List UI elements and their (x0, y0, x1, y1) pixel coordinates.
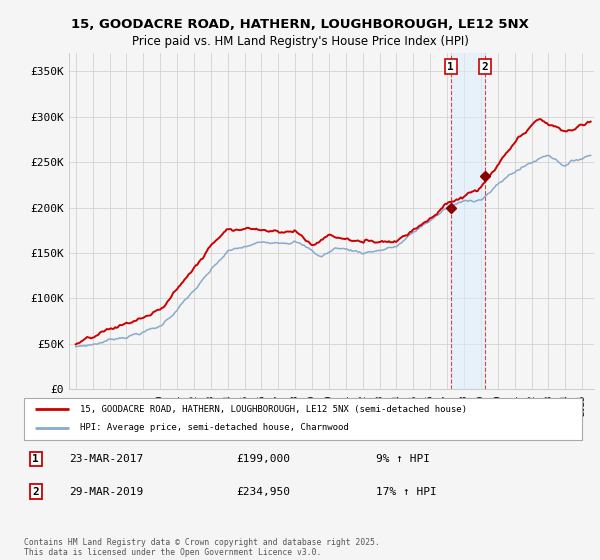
Text: 15, GOODACRE ROAD, HATHERN, LOUGHBOROUGH, LE12 5NX (semi-detached house): 15, GOODACRE ROAD, HATHERN, LOUGHBOROUGH… (80, 405, 467, 414)
Text: Price paid vs. HM Land Registry's House Price Index (HPI): Price paid vs. HM Land Registry's House … (131, 35, 469, 48)
Text: 23-MAR-2017: 23-MAR-2017 (68, 454, 143, 464)
Text: Contains HM Land Registry data © Crown copyright and database right 2025.
This d: Contains HM Land Registry data © Crown c… (24, 538, 380, 557)
Text: 2: 2 (32, 487, 39, 497)
Text: £234,950: £234,950 (236, 487, 290, 497)
Text: 1: 1 (448, 62, 454, 72)
Text: 17% ↑ HPI: 17% ↑ HPI (376, 487, 436, 497)
Text: 2: 2 (482, 62, 488, 72)
Bar (451, 53, 485, 389)
Text: 9% ↑ HPI: 9% ↑ HPI (376, 454, 430, 464)
FancyBboxPatch shape (24, 398, 582, 440)
Text: 15, GOODACRE ROAD, HATHERN, LOUGHBOROUGH, LE12 5NX: 15, GOODACRE ROAD, HATHERN, LOUGHBOROUGH… (71, 18, 529, 31)
Text: £199,000: £199,000 (236, 454, 290, 464)
Text: 1: 1 (32, 454, 39, 464)
Text: HPI: Average price, semi-detached house, Charnwood: HPI: Average price, semi-detached house,… (80, 423, 349, 432)
Text: 29-MAR-2019: 29-MAR-2019 (68, 487, 143, 497)
